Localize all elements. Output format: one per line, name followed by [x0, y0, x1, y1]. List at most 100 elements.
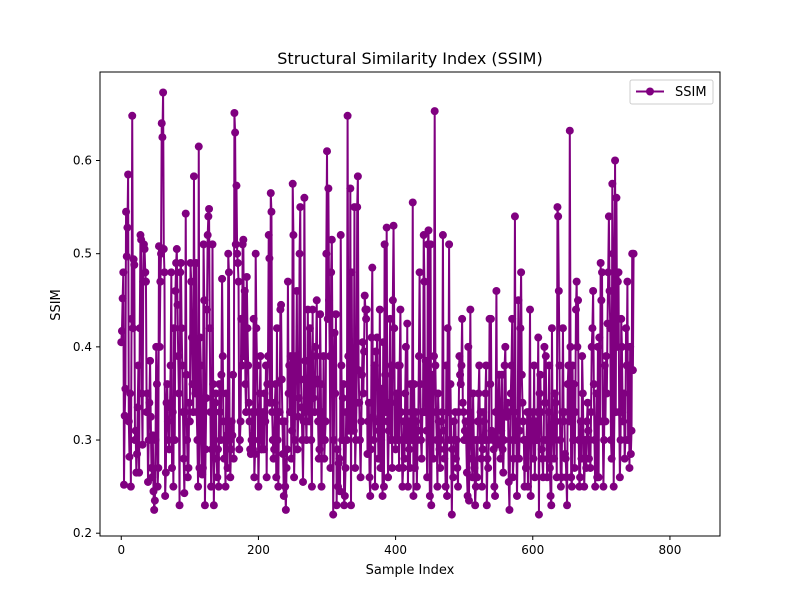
data-point [226, 473, 235, 482]
data-point [285, 408, 294, 417]
data-point [187, 277, 196, 286]
data-point [434, 389, 443, 398]
data-point [536, 370, 545, 379]
data-point [127, 314, 136, 323]
data-point [150, 496, 159, 505]
data-point [589, 380, 598, 389]
data-point [235, 445, 244, 454]
data-point [221, 482, 230, 491]
data-point [165, 445, 174, 454]
data-point [574, 296, 583, 305]
data-point [159, 88, 168, 97]
data-point [310, 408, 319, 417]
data-point [329, 436, 338, 445]
data-point [410, 380, 419, 389]
data-point [296, 375, 305, 384]
data-point [371, 482, 380, 491]
data-point [396, 305, 405, 314]
data-point [576, 417, 585, 426]
data-point [194, 482, 203, 491]
data-point [143, 389, 152, 398]
data-point [178, 361, 187, 370]
data-point [505, 505, 514, 514]
data-point [248, 408, 257, 417]
data-point [343, 111, 352, 120]
data-point [161, 491, 170, 500]
data-point [353, 172, 362, 181]
data-point [598, 268, 607, 277]
data-point [416, 436, 425, 445]
data-point [170, 436, 179, 445]
data-point [177, 324, 186, 333]
data-point [174, 352, 183, 361]
data-point [512, 417, 521, 426]
data-point [600, 436, 609, 445]
data-point [497, 426, 506, 435]
data-point [425, 491, 434, 500]
data-point [309, 394, 318, 403]
data-point [244, 398, 253, 407]
data-point [421, 408, 430, 417]
x-tick-label: 400 [384, 543, 407, 557]
data-point [501, 342, 510, 351]
data-point [515, 426, 524, 435]
data-point [322, 249, 331, 258]
data-point [475, 361, 484, 370]
data-point [608, 179, 617, 188]
data-point [173, 300, 182, 309]
data-point [362, 314, 371, 323]
data-point [373, 333, 382, 342]
data-point [503, 398, 512, 407]
data-point [403, 482, 412, 491]
x-axis-label: Sample Index [366, 563, 455, 578]
data-point [523, 482, 532, 491]
data-point [227, 445, 235, 454]
data-point [559, 417, 568, 426]
data-point [565, 417, 574, 426]
data-point [255, 436, 264, 445]
data-point [609, 249, 618, 258]
data-point [604, 268, 613, 277]
data-point [493, 436, 502, 445]
data-point [124, 417, 133, 426]
data-point [186, 259, 195, 267]
data-point [540, 342, 549, 351]
data-point [365, 473, 374, 482]
data-point [401, 342, 410, 351]
data-point [436, 436, 445, 445]
data-point [569, 436, 578, 445]
data-point [499, 468, 508, 477]
data-point [242, 272, 251, 281]
data-point [392, 389, 401, 398]
data-point [617, 342, 626, 351]
data-point [611, 156, 620, 165]
data-point [424, 226, 433, 235]
data-point [444, 408, 453, 417]
data-point [206, 408, 215, 417]
data-point [626, 342, 635, 351]
data-point [412, 482, 421, 491]
data-point [327, 235, 336, 244]
data-point [293, 445, 302, 454]
data-point [208, 240, 217, 249]
data-point [516, 324, 525, 333]
data-point [279, 491, 288, 500]
data-point [483, 454, 492, 463]
data-point [546, 491, 555, 500]
data-point [201, 445, 210, 454]
data-point [214, 482, 223, 491]
data-point [135, 324, 144, 333]
data-point [351, 463, 360, 472]
data-point [125, 452, 134, 461]
data-point [459, 408, 468, 417]
data-point [416, 380, 425, 389]
data-point [131, 426, 140, 435]
data-point [123, 223, 132, 232]
data-point [145, 398, 154, 407]
data-point [196, 361, 205, 370]
data-point [427, 370, 436, 379]
data-point [285, 361, 294, 370]
data-point [118, 294, 127, 303]
data-point [397, 408, 406, 417]
data-point [486, 380, 495, 389]
